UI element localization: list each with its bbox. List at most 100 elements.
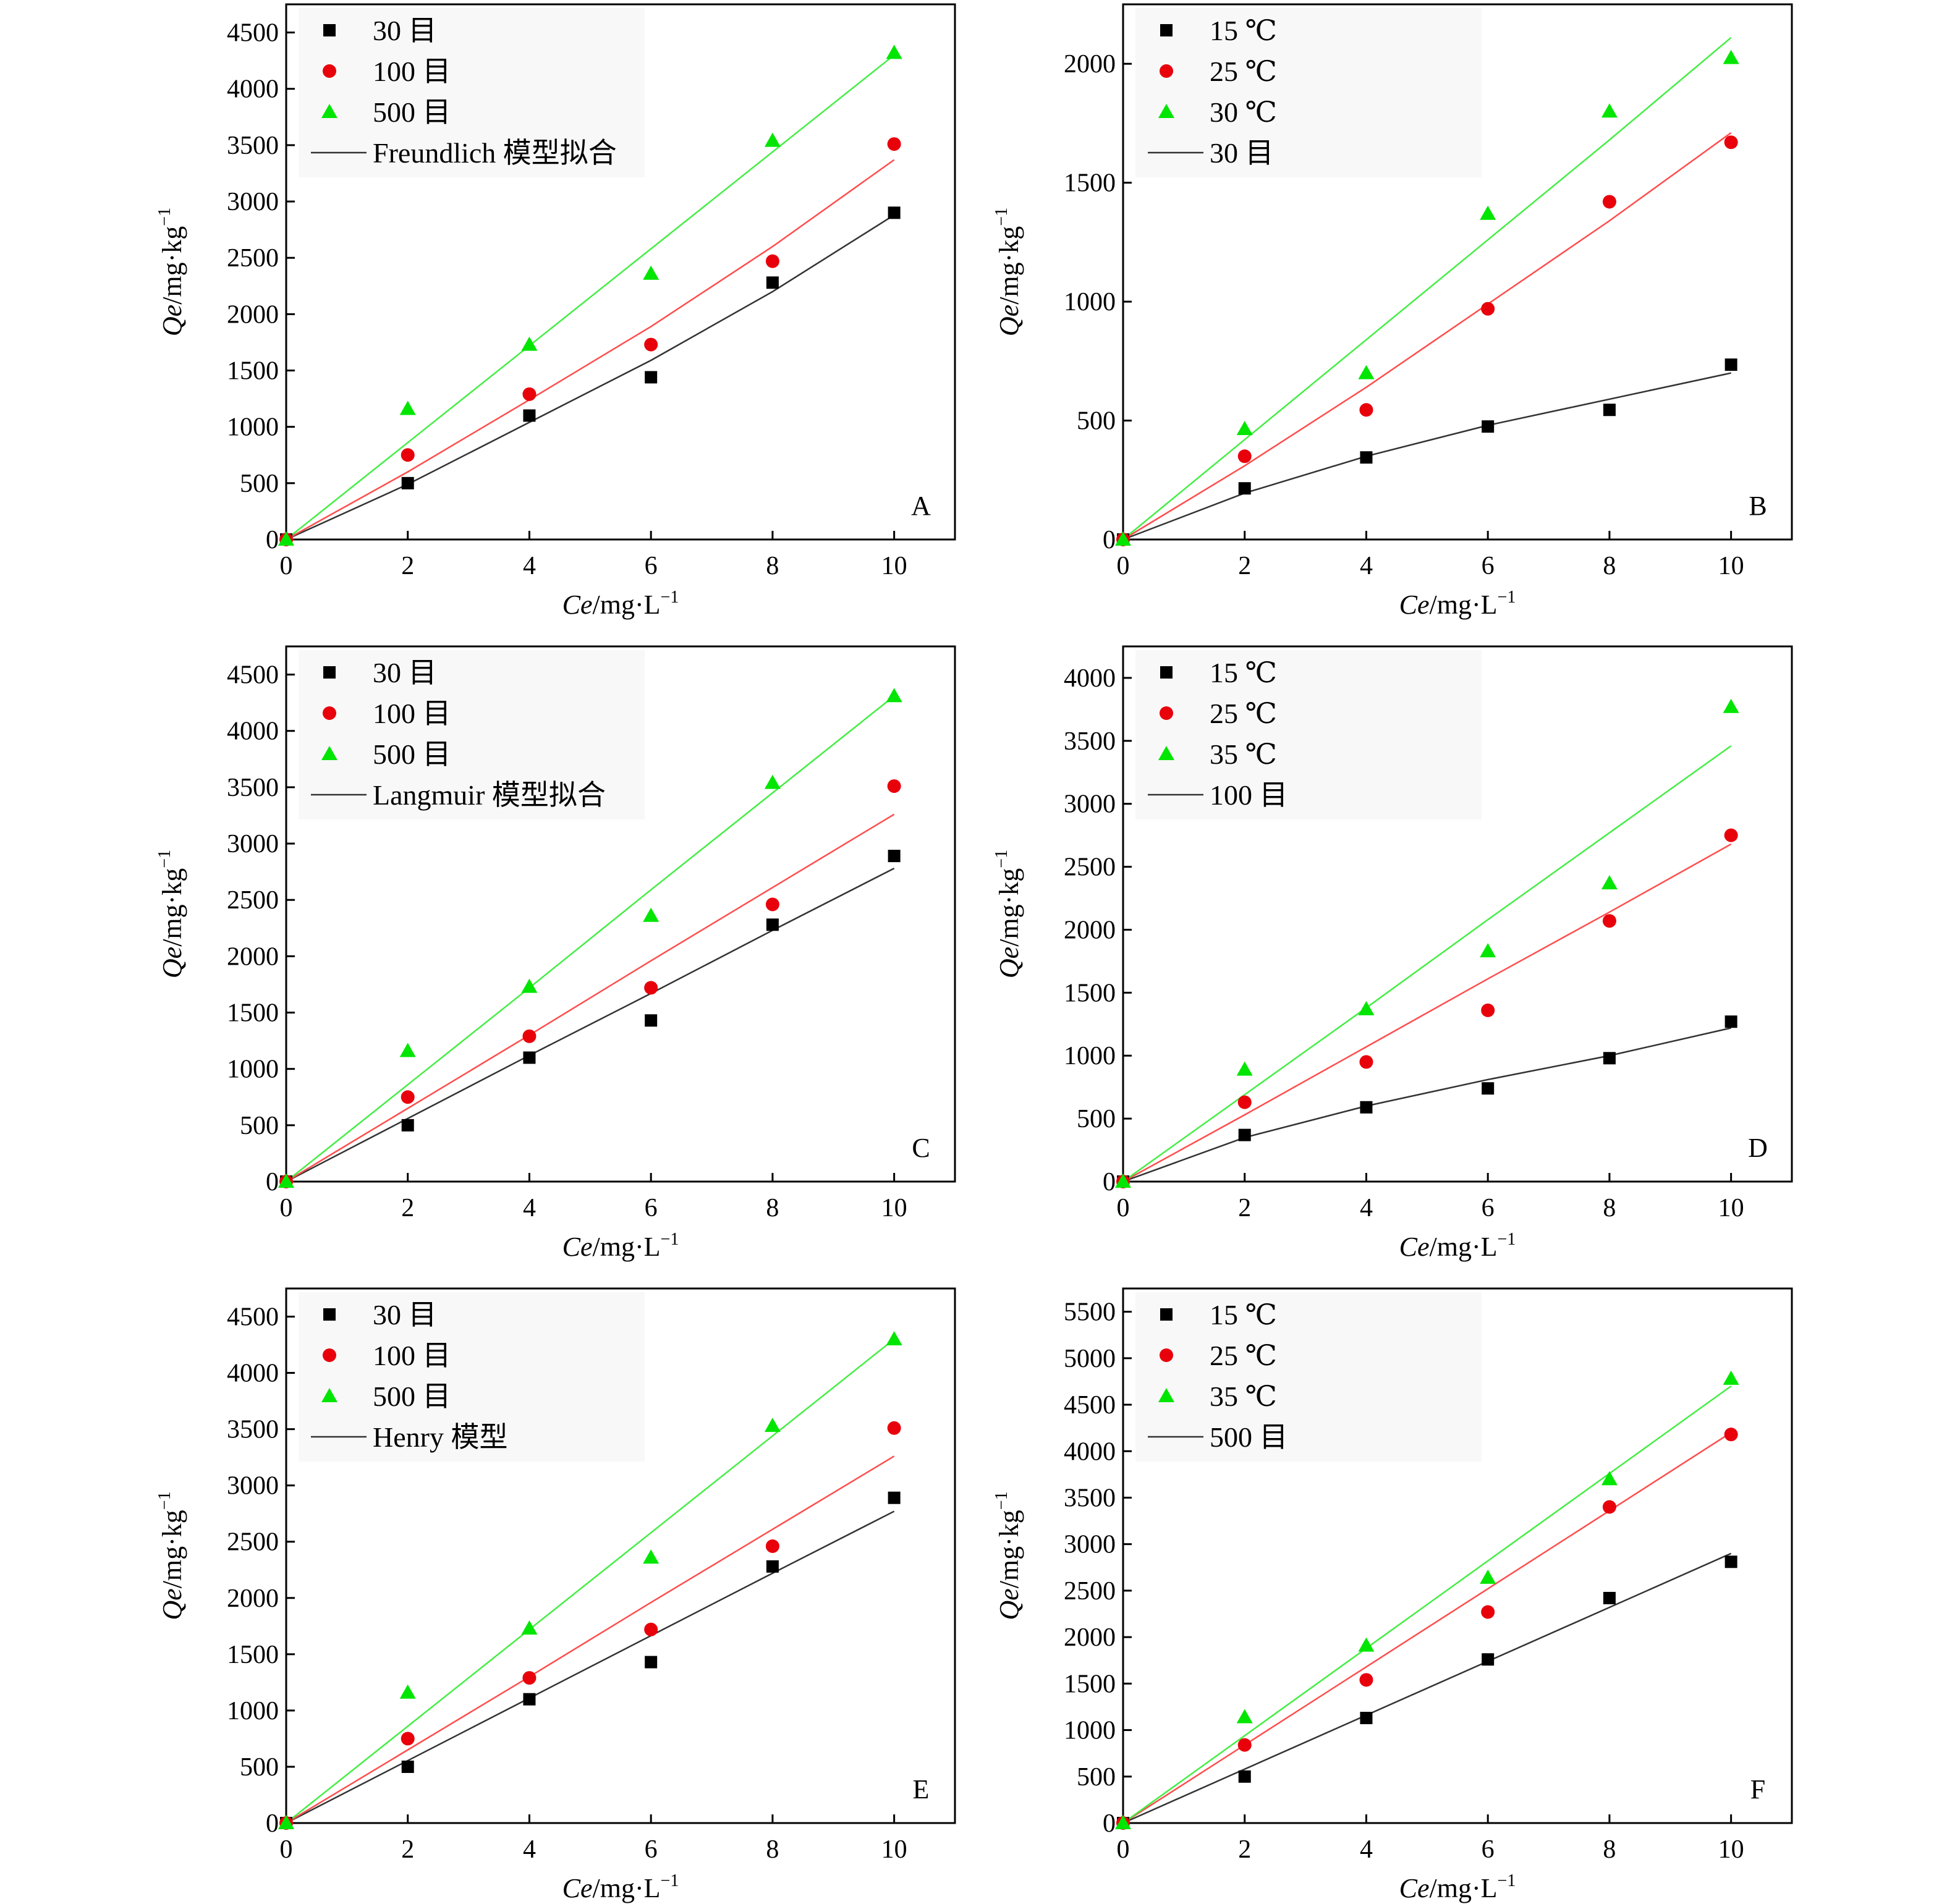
data-point-circle	[323, 64, 336, 78]
panel-label: A	[911, 491, 931, 521]
y-tick-label: 2000	[1064, 50, 1116, 78]
data-point-square	[1603, 1052, 1616, 1065]
fit-line-3	[1122, 745, 1732, 1183]
data-point-triangle	[1115, 531, 1131, 546]
data-point-circle	[1724, 1428, 1738, 1442]
x-tick-label: 6	[645, 1194, 658, 1222]
x-tick-label: 4	[523, 1194, 536, 1222]
panel-label: E	[913, 1774, 930, 1805]
data-point-triangle	[643, 907, 660, 922]
data-point-triangle	[1158, 1388, 1174, 1402]
x-tick-label: 2	[1238, 552, 1251, 580]
y-tick-label: 3500	[227, 132, 279, 160]
x-axis-label: Ce/mg·L−1	[1399, 588, 1516, 620]
data-point-triangle	[1723, 1370, 1739, 1385]
data-point-circle	[1602, 195, 1616, 209]
fit-line-2	[286, 813, 895, 1183]
plot-frame	[1122, 3, 1793, 541]
legend-entry-label: 35 ℃	[1210, 1381, 1277, 1412]
y-tick-label: 4500	[1064, 1391, 1116, 1420]
y-tick-label: 5000	[1064, 1345, 1116, 1373]
data-point-triangle	[521, 336, 538, 351]
y-tick-label: 3000	[1064, 790, 1116, 819]
y-axis-label: Qe/mg·kg−1	[992, 850, 1024, 978]
data-point-circle	[1481, 302, 1495, 316]
y-tick-label: 0	[1103, 526, 1116, 554]
x-axis-label: Ce/mg·L−1	[1399, 1230, 1516, 1262]
y-axis-label: Qe/mg·kg−1	[992, 208, 1024, 336]
data-point-triangle	[1236, 1061, 1253, 1076]
data-point-square	[323, 24, 336, 36]
data-point-square	[888, 850, 901, 863]
x-tick-label: 8	[766, 552, 779, 580]
legend-entry-label: 100 目	[373, 56, 451, 87]
legend-fit-label: Langmuir 模型拟合	[373, 779, 606, 811]
data-point-circle	[522, 1671, 537, 1685]
data-point-square	[1360, 451, 1373, 464]
x-tick-label: 6	[645, 552, 658, 580]
y-tick-label: 3500	[1064, 1484, 1116, 1512]
legend-entry-label: 15 ℃	[1210, 657, 1277, 688]
data-point-triangle	[321, 104, 337, 118]
plot-frame	[1122, 645, 1793, 1183]
data-point-square	[645, 371, 658, 384]
data-point-circle	[887, 779, 901, 793]
plot-frame	[285, 645, 956, 1183]
data-point-square	[1160, 24, 1173, 36]
x-tick-label: 4	[523, 552, 536, 580]
y-tick-label: 500	[240, 470, 279, 498]
fit-line-1	[286, 214, 895, 541]
data-point-triangle	[764, 132, 781, 147]
x-tick-label: 0	[280, 1835, 293, 1864]
legend-background	[1135, 650, 1482, 819]
legend-fit-label: Freundlich 模型拟合	[373, 137, 617, 169]
data-point-square	[645, 1656, 658, 1669]
x-tick-label: 10	[1718, 1194, 1744, 1222]
x-tick-label: 2	[1238, 1835, 1251, 1864]
data-point-square	[1482, 1653, 1495, 1666]
data-point-square	[1482, 420, 1495, 433]
y-tick-label: 2500	[227, 886, 279, 915]
fit-line-2	[1122, 843, 1732, 1183]
data-point-triangle	[886, 44, 902, 59]
y-tick-label: 4000	[227, 75, 279, 104]
data-point-circle	[1481, 1003, 1495, 1017]
chart-panel-c: 0 2 4 6 8 10 0 500 1000 1500 2000 2500 3000 3500 4000 4…	[155, 645, 956, 1262]
data-point-circle	[1237, 1738, 1252, 1752]
legend-entry-label: 15 ℃	[1210, 15, 1277, 46]
x-axis-label: Ce/mg·L−1	[562, 1871, 679, 1903]
data-point-circle	[1602, 914, 1616, 928]
y-tick-label: 2000	[1064, 916, 1116, 944]
data-point-triangle	[278, 531, 294, 546]
y-tick-label: 4500	[227, 19, 279, 48]
plot-frame	[285, 3, 956, 541]
data-point-triangle	[1480, 205, 1496, 220]
y-tick-label: 4500	[227, 1303, 279, 1332]
legend-entry-label: 500 目	[373, 96, 451, 128]
data-point-triangle	[521, 978, 538, 993]
data-point-triangle	[521, 1620, 538, 1635]
data-point-square	[523, 1693, 536, 1706]
y-tick-label: 2500	[227, 244, 279, 273]
y-tick-label: 2000	[1064, 1623, 1116, 1652]
x-tick-label: 2	[401, 1194, 414, 1222]
data-point-triangle	[1601, 1471, 1618, 1486]
y-tick-label: 0	[1103, 1168, 1116, 1196]
fit-line-3	[286, 1338, 895, 1824]
data-point-square	[1238, 482, 1251, 495]
chart-panel-a: 0 2 4 6 8 10 0 500 1000 1500 2000 2500 3000 3500 4000 4…	[155, 3, 956, 620]
legend: 30 目 100 目 500 目 Langmuir 模型拟合	[299, 650, 645, 819]
data-point-triangle	[1236, 1709, 1253, 1724]
x-tick-label: 10	[881, 1194, 907, 1222]
data-point-triangle	[321, 746, 337, 760]
data-point-triangle	[1236, 421, 1253, 436]
data-point-triangle	[1358, 1637, 1375, 1652]
x-tick-label: 6	[1482, 1194, 1495, 1222]
y-tick-label: 0	[1103, 1809, 1116, 1838]
fit-line-2	[286, 1455, 895, 1824]
y-tick-label: 1500	[227, 1641, 279, 1669]
legend-background	[299, 1292, 645, 1462]
y-tick-label: 1000	[1064, 1042, 1116, 1070]
y-tick-label: 500	[1077, 407, 1116, 436]
data-point-circle	[522, 1029, 537, 1043]
